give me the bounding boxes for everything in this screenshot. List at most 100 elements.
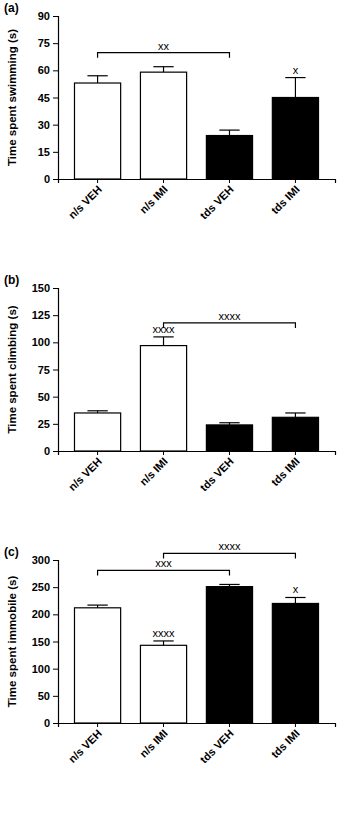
y-tick-mark xyxy=(53,70,58,71)
panel: (c)Time spent immobile (s)05010015020025… xyxy=(4,540,336,765)
x-tick-mark xyxy=(295,179,296,183)
x-tick-mark xyxy=(97,723,98,727)
x-tick: tds IMI xyxy=(269,723,302,760)
x-tick-mark xyxy=(97,179,98,183)
y-axis: 050100150200250300 xyxy=(32,554,59,729)
y-tick-mark xyxy=(53,723,58,724)
y-tick-label: 150 xyxy=(32,282,50,294)
x-tick-label: tds IMI xyxy=(269,183,302,216)
y-tick-label: 90 xyxy=(38,10,50,22)
y-tick-mark xyxy=(53,342,58,343)
error-bar xyxy=(87,605,107,608)
x-tick: n/s IMI xyxy=(137,723,170,760)
y-tick-mark xyxy=(53,397,58,398)
significance-marker: xxxx xyxy=(153,627,176,639)
y-tick-label: 50 xyxy=(38,391,50,403)
panel-title: (a) xyxy=(4,1,19,15)
y-tick-mark xyxy=(53,696,58,697)
error-bar xyxy=(87,411,107,413)
y-tick-label: 75 xyxy=(38,364,50,376)
error-bar-stem xyxy=(295,78,296,98)
y-axis: 0153045607590 xyxy=(38,10,59,185)
error-bar-cap xyxy=(87,75,107,76)
y-tick-mark xyxy=(53,152,58,153)
y-axis-line xyxy=(53,289,59,452)
y-axis-title: Time spent climbing (s) xyxy=(6,305,18,433)
y-tick-label: 100 xyxy=(32,663,50,675)
bar xyxy=(74,413,120,451)
y-tick-mark xyxy=(53,642,58,643)
x-axis: n/s VEHn/s IMItds VEHtds IMI xyxy=(59,179,336,221)
annotations: xxxxxxxxxxxx xyxy=(98,540,299,639)
error-bar-cap xyxy=(153,336,173,337)
x-tick: tds VEH xyxy=(198,723,236,765)
y-tick: 50 xyxy=(38,391,58,403)
y-tick: 300 xyxy=(32,554,58,566)
bar xyxy=(272,603,318,723)
figure: (a)Time spent swimming (s)0153045607590n… xyxy=(0,0,350,817)
error-bar-stem xyxy=(163,67,164,72)
x-tick-label: n/s IMI xyxy=(137,455,170,488)
y-tick-mark xyxy=(53,288,58,289)
y-tick-label: 300 xyxy=(32,554,50,566)
bar xyxy=(272,98,318,180)
bar xyxy=(140,72,186,179)
y-tick-mark xyxy=(53,424,58,425)
significance-bracket xyxy=(164,553,296,558)
error-bar-cap xyxy=(87,410,107,411)
error-bar xyxy=(153,641,173,645)
x-tick-label: n/s IMI xyxy=(137,183,170,216)
panel-title: (b) xyxy=(4,273,19,287)
error-bar xyxy=(285,78,305,98)
error-bar-cap xyxy=(87,604,107,605)
x-axis-line xyxy=(59,452,336,456)
significance-marker: xxxx xyxy=(218,310,241,322)
bar xyxy=(140,645,186,723)
y-tick: 200 xyxy=(32,608,58,620)
x-tick: tds IMI xyxy=(269,179,302,216)
y-tick-mark xyxy=(53,16,58,17)
significance-bracket xyxy=(164,323,296,328)
significance-bracket xyxy=(98,570,230,575)
error-bar-cap xyxy=(219,130,239,131)
error-bar-cap xyxy=(285,412,305,413)
y-tick-label: 25 xyxy=(38,418,50,430)
bar xyxy=(272,417,318,451)
bar xyxy=(140,346,186,451)
x-tick-mark xyxy=(163,723,164,727)
x-axis: n/s VEHn/s IMItds VEHtds IMI xyxy=(59,723,336,765)
x-tick-mark xyxy=(295,451,296,455)
y-tick-label: 0 xyxy=(44,717,50,729)
y-tick-mark xyxy=(53,614,58,615)
error-bar-cap xyxy=(219,422,239,423)
x-tick-label: tds VEH xyxy=(198,455,236,493)
x-tick-label: n/s VEH xyxy=(66,455,104,493)
x-tick-mark xyxy=(229,723,230,727)
error-bar xyxy=(219,423,239,425)
error-bar-stem xyxy=(295,597,296,603)
x-tick-label: n/s VEH xyxy=(66,183,104,221)
significance-marker: xx xyxy=(158,40,170,52)
error-bar-stem xyxy=(163,337,164,346)
y-tick: 60 xyxy=(38,64,58,76)
error-bar-stem xyxy=(163,641,164,645)
bar xyxy=(206,425,252,451)
y-tick: 50 xyxy=(38,690,58,702)
y-tick-label: 15 xyxy=(38,146,50,158)
x-tick: tds VEH xyxy=(198,451,236,493)
x-tick-mark xyxy=(163,179,164,183)
x-tick-mark xyxy=(229,451,230,455)
y-tick: 30 xyxy=(38,119,58,131)
y-tick-mark xyxy=(53,315,58,316)
y-tick: 100 xyxy=(32,663,58,675)
error-bar-stem xyxy=(97,76,98,83)
x-tick: tds IMI xyxy=(269,451,302,488)
y-tick-label: 200 xyxy=(32,608,50,620)
error-bar xyxy=(87,76,107,83)
y-tick-label: 100 xyxy=(32,336,50,348)
error-bar-stem xyxy=(229,130,230,135)
significance-marker: xxxx xyxy=(218,540,241,552)
x-tick-label: tds IMI xyxy=(269,727,302,760)
error-bar-cap xyxy=(219,584,239,585)
y-tick: 0 xyxy=(44,717,58,729)
